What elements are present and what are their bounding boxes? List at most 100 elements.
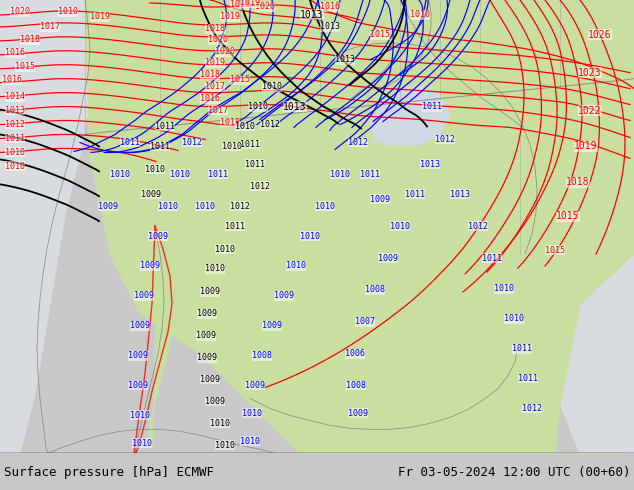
Text: 1015: 1015 xyxy=(230,75,250,84)
Text: 1009: 1009 xyxy=(98,202,118,211)
Text: 1019: 1019 xyxy=(240,0,260,7)
Text: 1022: 1022 xyxy=(578,105,602,116)
Text: 1011: 1011 xyxy=(245,160,265,169)
Text: 1009: 1009 xyxy=(196,331,216,340)
Text: 1007: 1007 xyxy=(355,317,375,326)
Text: 1018: 1018 xyxy=(220,118,240,127)
Text: 1015: 1015 xyxy=(545,245,565,254)
Text: 1018: 1018 xyxy=(566,177,590,187)
Text: 1020: 1020 xyxy=(208,35,228,45)
Text: 1010: 1010 xyxy=(132,439,152,448)
Text: 1009: 1009 xyxy=(245,381,265,390)
Text: 1009: 1009 xyxy=(197,309,217,318)
Text: 1009: 1009 xyxy=(130,321,150,330)
Text: 1020: 1020 xyxy=(10,7,30,17)
Text: 1013: 1013 xyxy=(283,101,307,112)
Text: 1013: 1013 xyxy=(301,10,324,20)
Text: 1020: 1020 xyxy=(215,48,235,56)
Polygon shape xyxy=(85,0,634,453)
Text: 1018: 1018 xyxy=(205,24,225,33)
Polygon shape xyxy=(555,0,634,453)
Text: 1019: 1019 xyxy=(205,58,225,67)
Text: 1026: 1026 xyxy=(588,30,612,40)
Text: 1009: 1009 xyxy=(128,351,148,360)
Text: 1015: 1015 xyxy=(556,211,579,221)
Text: 1013: 1013 xyxy=(420,160,440,169)
Text: 1009: 1009 xyxy=(370,195,390,204)
Text: 1012: 1012 xyxy=(182,138,202,147)
Text: 1012: 1012 xyxy=(468,221,488,231)
Text: 1019: 1019 xyxy=(574,142,598,151)
Text: 1010: 1010 xyxy=(410,10,430,20)
Text: 1013: 1013 xyxy=(450,190,470,199)
Text: 1017: 1017 xyxy=(208,106,228,115)
Text: 1010: 1010 xyxy=(205,265,225,273)
Text: 1020: 1020 xyxy=(255,2,275,11)
Text: 1008: 1008 xyxy=(346,381,366,390)
Text: 1010: 1010 xyxy=(330,170,350,179)
Polygon shape xyxy=(0,0,95,453)
Text: 1009: 1009 xyxy=(197,353,217,362)
Text: 1010: 1010 xyxy=(235,122,255,131)
Text: 1010: 1010 xyxy=(222,142,242,151)
Text: 1009: 1009 xyxy=(200,375,220,384)
Text: 1010: 1010 xyxy=(504,314,524,323)
Text: 1011: 1011 xyxy=(422,102,442,111)
Text: 1011: 1011 xyxy=(360,170,380,179)
Text: 1023: 1023 xyxy=(578,68,602,78)
Text: 1010: 1010 xyxy=(170,170,190,179)
Text: 1019: 1019 xyxy=(220,12,240,22)
Polygon shape xyxy=(148,229,178,448)
Text: 1012: 1012 xyxy=(522,404,542,413)
Text: 1016: 1016 xyxy=(320,2,340,11)
Text: 1012: 1012 xyxy=(250,182,270,191)
Text: 1010: 1010 xyxy=(58,7,78,17)
Text: 1009: 1009 xyxy=(205,397,225,406)
Text: 1010: 1010 xyxy=(262,82,282,91)
Text: 1011: 1011 xyxy=(405,190,425,199)
Polygon shape xyxy=(300,334,560,453)
Text: 1011: 1011 xyxy=(512,344,532,353)
Text: 1010: 1010 xyxy=(242,409,262,418)
Text: 1011: 1011 xyxy=(155,122,175,131)
Text: 1015: 1015 xyxy=(15,62,35,71)
Text: 1011: 1011 xyxy=(518,374,538,383)
Text: 1013: 1013 xyxy=(335,55,355,64)
Text: 1011: 1011 xyxy=(240,140,260,149)
Text: 1009: 1009 xyxy=(348,409,368,418)
Text: 1010: 1010 xyxy=(5,148,25,157)
Text: 1019: 1019 xyxy=(90,12,110,22)
Text: 1010: 1010 xyxy=(248,102,268,111)
Text: 1016: 1016 xyxy=(230,0,250,9)
Polygon shape xyxy=(480,314,520,403)
Text: 1010: 1010 xyxy=(110,170,130,179)
Text: 1009: 1009 xyxy=(262,321,282,330)
Text: 1013: 1013 xyxy=(5,106,25,115)
Text: 1010: 1010 xyxy=(315,202,335,211)
Text: 1013: 1013 xyxy=(320,23,340,31)
Text: 1010: 1010 xyxy=(210,419,230,428)
Text: 1010: 1010 xyxy=(300,232,320,241)
Text: 1016: 1016 xyxy=(5,49,25,57)
Text: 1017: 1017 xyxy=(205,82,225,91)
Text: Surface pressure [hPa] ECMWF: Surface pressure [hPa] ECMWF xyxy=(4,466,214,479)
Text: 1017: 1017 xyxy=(40,23,60,31)
Text: 1010: 1010 xyxy=(158,202,178,211)
Text: 1009: 1009 xyxy=(274,292,294,300)
Text: 1008: 1008 xyxy=(252,351,272,360)
Text: 1016: 1016 xyxy=(200,94,220,103)
Text: 1009: 1009 xyxy=(134,292,154,300)
Text: Fr 03-05-2024 12:00 UTC (00+60): Fr 03-05-2024 12:00 UTC (00+60) xyxy=(398,466,630,479)
Text: 1014: 1014 xyxy=(5,92,25,101)
Text: 1010: 1010 xyxy=(130,411,150,420)
Text: 1009: 1009 xyxy=(148,232,168,241)
Text: 1011: 1011 xyxy=(120,138,140,147)
Text: 1010: 1010 xyxy=(215,441,235,450)
Text: 1015: 1015 xyxy=(370,30,390,39)
Text: 1010: 1010 xyxy=(390,221,410,231)
Text: 1011: 1011 xyxy=(208,170,228,179)
Text: 1010: 1010 xyxy=(5,162,25,171)
Text: 1010: 1010 xyxy=(195,202,215,211)
Polygon shape xyxy=(435,373,510,403)
Text: 1012: 1012 xyxy=(435,135,455,144)
